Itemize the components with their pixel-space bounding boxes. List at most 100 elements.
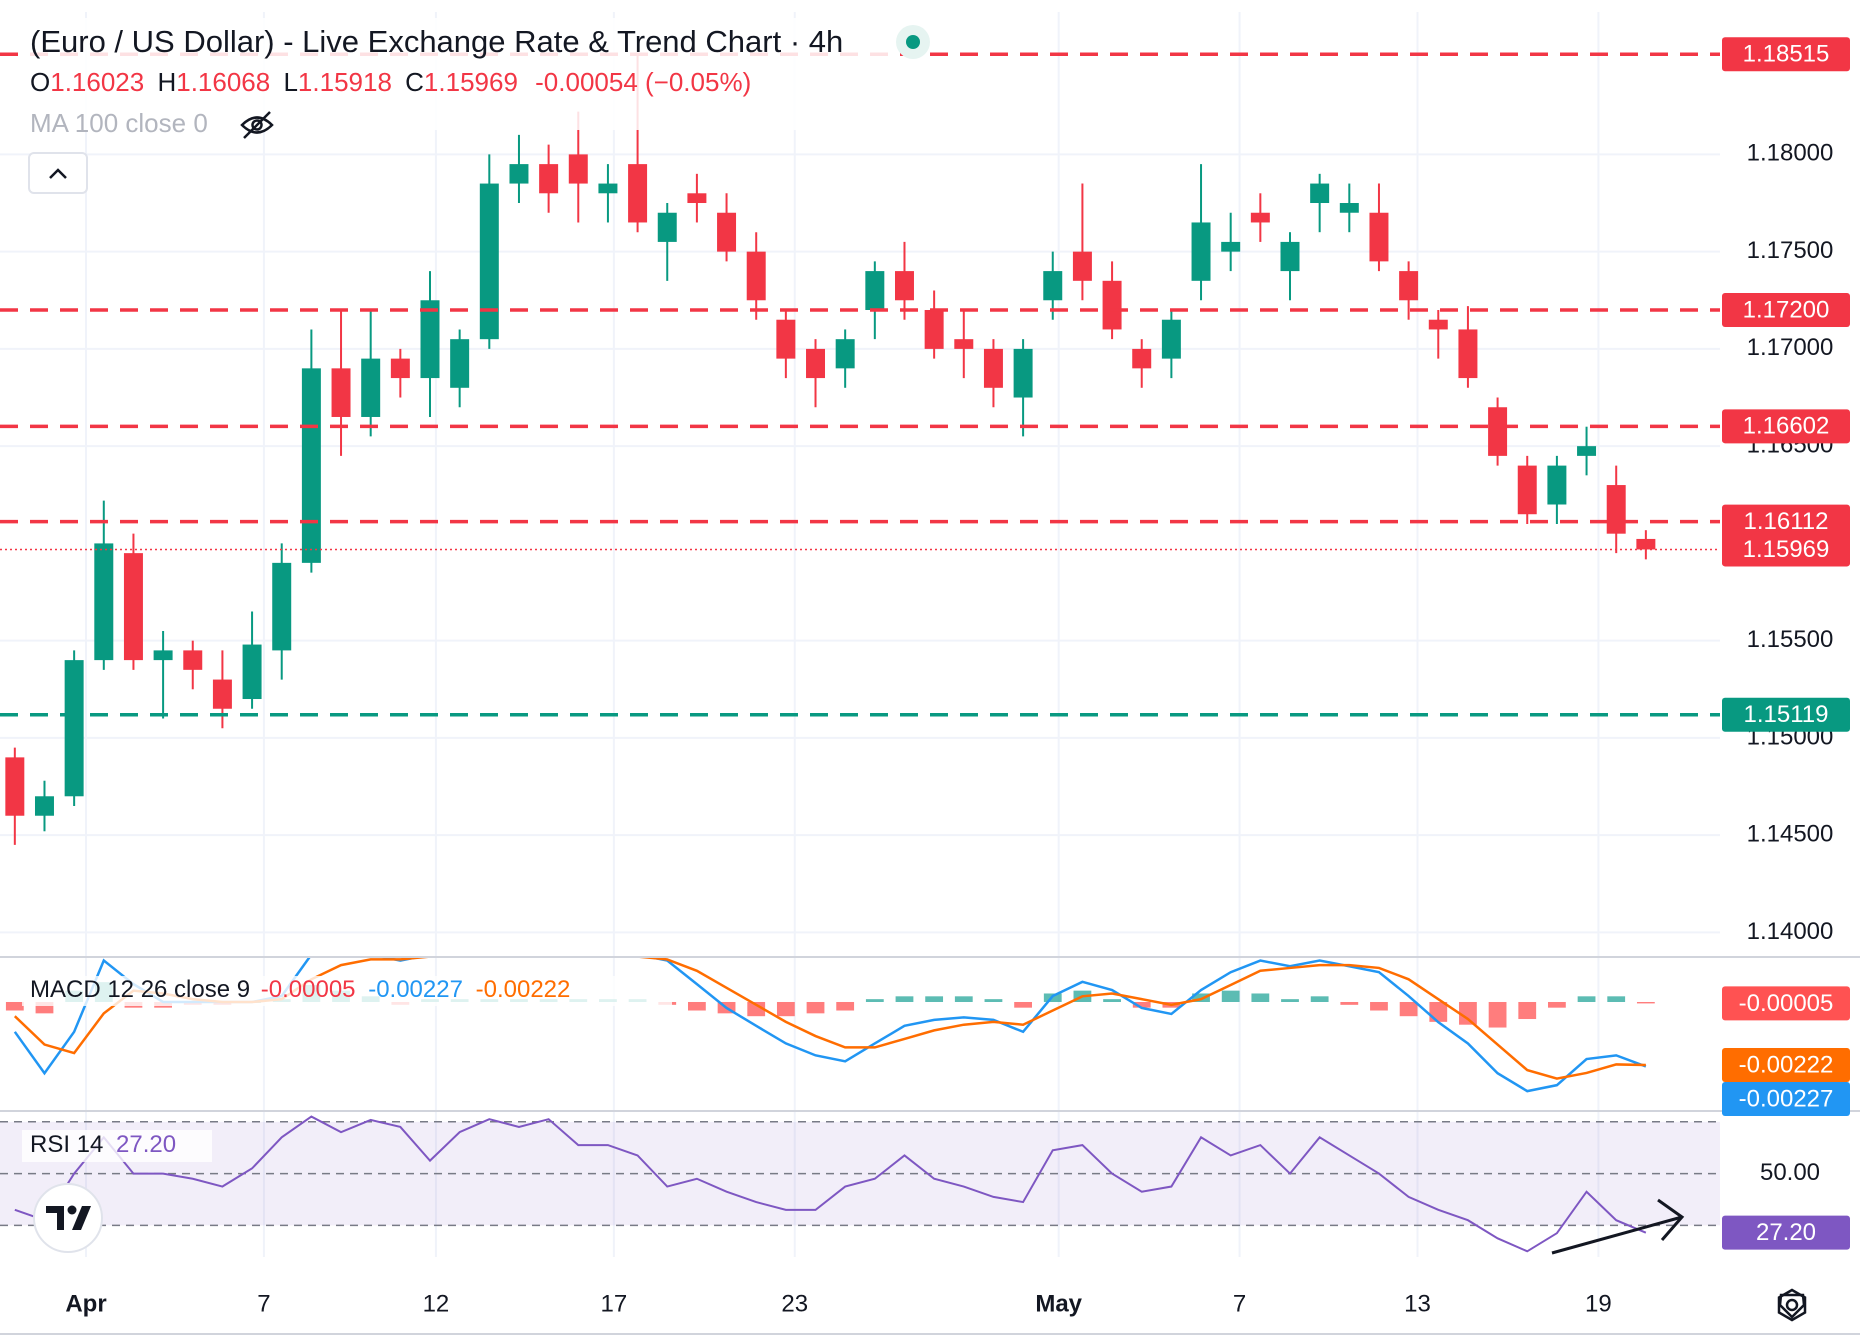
legend-backdrop <box>22 1130 212 1162</box>
candle-body <box>1636 538 1656 550</box>
candle-body <box>1132 348 1152 369</box>
candle-body <box>1310 183 1330 204</box>
legend-backdrop <box>22 976 672 1006</box>
candle-body <box>835 339 855 369</box>
histogram-bar <box>925 996 944 1002</box>
chart-title: (Euro / US Dollar) - Live Exchange Rate … <box>30 24 843 59</box>
annotation-arrow <box>1551 1198 1685 1255</box>
x-tick-label: 23 <box>781 1290 808 1317</box>
histogram-bar <box>1310 996 1329 1002</box>
last-price-tag-bg <box>1722 532 1850 567</box>
histogram-bar <box>747 1001 766 1017</box>
level-tag: 1.18515 <box>1743 41 1830 68</box>
histogram-bar <box>806 1001 825 1014</box>
y-tick-label: 1.14500 <box>1747 821 1834 848</box>
candle-body <box>1250 212 1270 223</box>
x-tick-label: 7 <box>257 1290 270 1317</box>
ohlc-key: C <box>405 67 424 97</box>
candle-body <box>568 154 588 184</box>
ohlc-value: 1.15969 <box>424 67 518 97</box>
x-tick-label: 7 <box>1233 1290 1246 1317</box>
histogram-bar <box>1192 993 1210 1002</box>
candle-body <box>1221 241 1241 252</box>
macd-legend: MACD 12 26 close 9 -0.00005 -0.00227 -0.… <box>30 976 570 1003</box>
ohlc-key: O <box>30 67 50 97</box>
candle-body <box>1517 465 1537 515</box>
ohlc-value: 1.16068 <box>176 67 270 97</box>
candle-body <box>1577 446 1597 456</box>
candle-body <box>894 271 914 301</box>
histogram-bar <box>5 1001 24 1011</box>
histogram-bar <box>1281 999 1299 1002</box>
y-tick-label: 1.14000 <box>1747 918 1834 945</box>
candle-body <box>123 553 143 661</box>
macd-tag-bg <box>1722 1082 1850 1117</box>
candle-body <box>1339 203 1359 213</box>
candle-body <box>153 650 173 661</box>
histogram-bar <box>1459 1001 1477 1025</box>
indicator-label: MA 100 close 0 <box>30 108 208 138</box>
histogram-bar <box>1014 1001 1032 1008</box>
y-tick-label: 1.15500 <box>1747 626 1834 653</box>
histogram-bar <box>1103 999 1121 1002</box>
settings-icon[interactable] <box>1777 1288 1807 1322</box>
macd-tag: -0.00005 <box>1739 990 1834 1017</box>
histogram-bar <box>1548 1001 1566 1008</box>
candle-body <box>865 271 885 310</box>
candle-body <box>539 164 559 194</box>
x-tick-label: May <box>1035 1290 1082 1317</box>
x-tick-label: 19 <box>1585 1290 1612 1317</box>
level-tag: 1.15119 <box>1744 701 1829 728</box>
candle-body <box>301 368 321 563</box>
legend-value: 27.20 <box>116 1131 176 1158</box>
logo[interactable] <box>33 1183 103 1253</box>
level-tag: 1.16602 <box>1743 413 1830 440</box>
candle-body <box>598 183 618 194</box>
level-tag-bg <box>1722 409 1850 444</box>
candle-body <box>1369 212 1389 262</box>
x-tick-label: 17 <box>601 1290 628 1317</box>
ohlc-key: L <box>283 67 297 97</box>
macd-tag: -0.00222 <box>1739 1051 1834 1078</box>
candle-body <box>331 368 351 417</box>
x-tick-label: Apr <box>65 1290 106 1317</box>
indicator-title: RSI 14 <box>30 1131 103 1158</box>
histogram-bar <box>954 996 973 1002</box>
candle-body <box>983 348 1003 388</box>
candle-body <box>361 358 381 417</box>
histogram-bar <box>776 1001 795 1017</box>
histogram-bar <box>1636 1001 1655 1004</box>
legend-value: -0.00005 <box>261 976 356 1003</box>
candle-body <box>64 660 84 797</box>
histogram-bar <box>1221 990 1240 1002</box>
histogram-bar <box>1577 996 1596 1002</box>
candle-body <box>450 339 470 388</box>
candle-body <box>212 679 232 709</box>
histogram-bar <box>895 996 914 1002</box>
level-tag: 1.17200 <box>1743 296 1830 323</box>
rsi-legend: RSI 14 27.20 <box>30 1131 176 1158</box>
candle-body <box>1399 271 1419 301</box>
histogram-bar <box>1518 1001 1537 1020</box>
y-tick-label: 1.17000 <box>1747 334 1834 361</box>
ohlc-value: 1.16023 <box>50 67 144 97</box>
histogram-bar <box>865 999 884 1002</box>
level-tag-bg <box>1722 504 1850 539</box>
histogram-bar <box>984 999 1003 1002</box>
ohlc-key: H <box>157 67 176 97</box>
x-tick-label: 13 <box>1404 1290 1431 1317</box>
histogram-bar <box>35 1001 54 1014</box>
candle-body <box>1191 222 1211 281</box>
level-tag: 1.16112 <box>1744 508 1829 535</box>
status-dot <box>906 35 920 49</box>
histogram-bar <box>1488 1001 1507 1028</box>
candle-body <box>924 309 944 349</box>
candle-body <box>776 319 796 359</box>
candle-body <box>272 562 292 651</box>
collapse-button[interactable] <box>28 152 88 194</box>
rsi-tag: 27.20 <box>1756 1219 1816 1246</box>
grid <box>0 12 1720 1257</box>
level-tag-bg <box>1722 697 1850 732</box>
histogram-bar <box>688 1001 706 1011</box>
visibility-icon[interactable] <box>240 111 274 139</box>
